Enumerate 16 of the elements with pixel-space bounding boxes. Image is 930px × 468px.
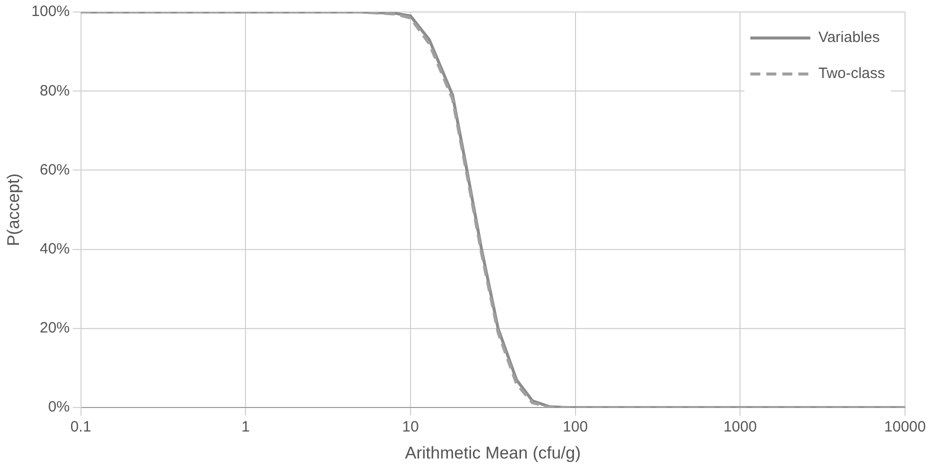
y-tick-label: 20% [40, 320, 70, 337]
x-tick-label: 1000 [723, 418, 757, 436]
x-tick-label: 0.1 [70, 418, 92, 436]
y-tick-label: 100% [31, 3, 70, 20]
x-tick-label: 100 [562, 418, 588, 436]
legend-label: Two-class [818, 65, 886, 82]
x-tick-label: 10000 [884, 418, 926, 436]
x-tick-label: 10 [402, 418, 419, 436]
legend-label: Variables [818, 29, 880, 46]
y-tick-label: 80% [40, 82, 70, 100]
x-tick-label: 1 [241, 418, 250, 436]
x-axis-title: Arithmetic Mean (cfu/g) [405, 443, 581, 462]
y-tick-label: 60% [40, 161, 70, 178]
y-tick-label: 0% [48, 398, 70, 416]
y-tick-label: 40% [40, 240, 70, 258]
y-axis-title: P(accept) [4, 173, 23, 246]
